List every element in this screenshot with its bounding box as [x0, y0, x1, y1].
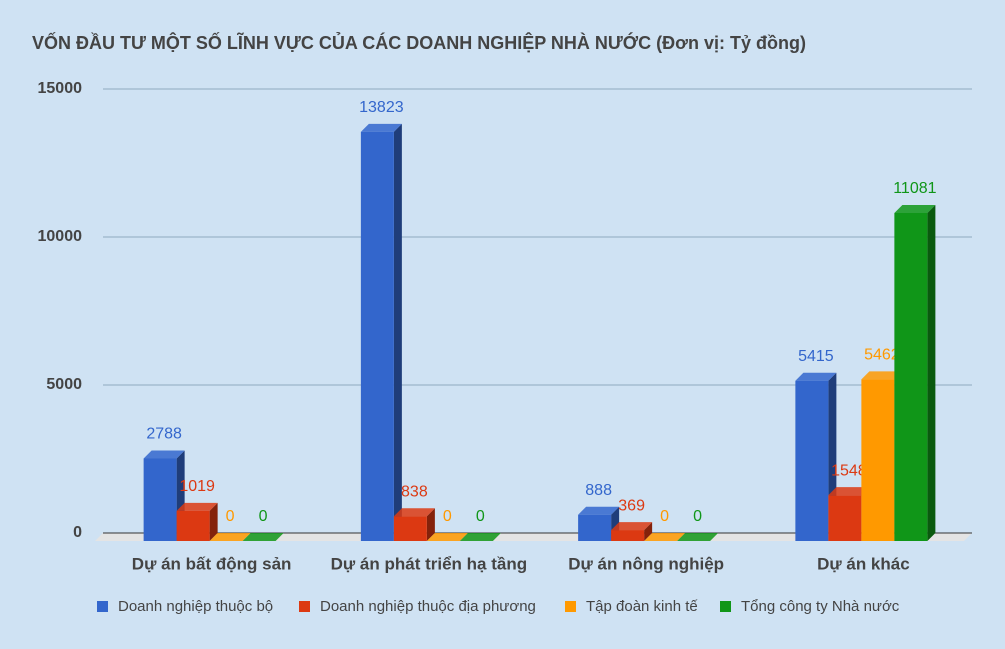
legend-swatch: [565, 601, 576, 612]
x-tick-label: Dự án nông nghiệp: [568, 554, 724, 573]
legend-swatch: [299, 601, 310, 612]
bar: [426, 533, 468, 541]
bar: [176, 502, 218, 541]
legend-label: Doanh nghiệp thuộc bộ: [118, 598, 273, 615]
value-label: 0: [226, 508, 235, 525]
value-label: 13823: [359, 99, 404, 116]
bar-front: [611, 530, 645, 541]
bar: [677, 533, 719, 541]
bar: [209, 533, 251, 541]
floor: [95, 533, 972, 541]
bar: [143, 450, 185, 541]
bar-top: [242, 533, 284, 541]
value-label: 888: [585, 482, 612, 499]
value-label: 2788: [146, 426, 182, 443]
bar-side: [927, 205, 936, 542]
x-tick-label: Dự án khác: [817, 554, 910, 573]
bar-front: [143, 458, 177, 541]
value-label: 1019: [179, 478, 215, 495]
y-tick-label: 15000: [38, 80, 83, 97]
bar: [393, 508, 435, 541]
legend-label: Tập đoàn kinh tế: [586, 598, 698, 615]
bar-front: [176, 510, 210, 541]
bar-top: [459, 533, 501, 541]
bar: [894, 205, 936, 542]
bar-front: [795, 380, 829, 541]
legend-swatch: [720, 601, 731, 612]
bar-top: [795, 372, 837, 381]
bar-front: [828, 495, 862, 541]
value-label: 0: [443, 508, 452, 525]
bar-top: [393, 508, 435, 517]
value-label: 0: [259, 508, 268, 525]
y-tick-label: 5000: [46, 376, 82, 393]
y-tick-label: 0: [73, 524, 82, 541]
bar-top: [894, 205, 936, 214]
bar-top: [426, 533, 468, 541]
legend-swatch: [97, 601, 108, 612]
bar-side: [644, 522, 653, 541]
bar: [459, 533, 501, 541]
bar-top: [209, 533, 251, 541]
value-label: 0: [476, 508, 485, 525]
bar-top: [143, 450, 185, 459]
legend-label: Doanh nghiệp thuộc địa phương: [320, 598, 536, 615]
value-label: 369: [618, 497, 645, 514]
bar: [578, 506, 620, 541]
x-tick-label: Dự án bất động sản: [132, 554, 292, 573]
bar-top: [360, 123, 402, 132]
bar-side: [209, 502, 218, 541]
value-label: 5415: [798, 348, 834, 365]
chart-title: VỐN ĐẦU TƯ MỘT SỐ LĨNH VỰC CỦA CÁC DOANH…: [32, 32, 806, 53]
bar: [611, 522, 653, 541]
bar-front: [360, 131, 394, 541]
value-label: 1548: [831, 462, 867, 479]
bar-front: [861, 379, 895, 541]
bar-top: [861, 371, 903, 380]
value-label: 5462: [864, 347, 900, 364]
bar-top: [176, 502, 218, 511]
x-tick-label: Dự án phát triển hạ tầng: [331, 554, 528, 573]
y-tick-label: 10000: [38, 228, 83, 245]
bar: [360, 123, 402, 541]
bar: [644, 533, 686, 541]
bar-side: [426, 508, 435, 541]
bar-top: [644, 533, 686, 541]
bar-front: [393, 516, 427, 541]
value-label: 0: [693, 508, 702, 525]
bar-top: [828, 487, 870, 496]
bar-front: [578, 514, 612, 541]
bar-front: [894, 213, 928, 542]
bar-top: [611, 522, 653, 531]
bar: [242, 533, 284, 541]
bar-top: [677, 533, 719, 541]
value-label: 838: [401, 483, 428, 500]
value-label: 0: [660, 508, 669, 525]
legend-label: Tổng công ty Nhà nước: [741, 598, 900, 615]
bar-top: [578, 506, 620, 515]
bar-side: [393, 123, 402, 541]
value-label: 11081: [893, 180, 936, 197]
